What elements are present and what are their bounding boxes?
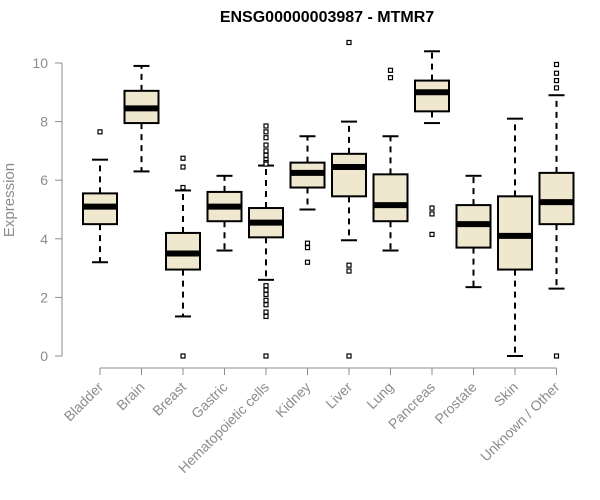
outlier-point bbox=[263, 353, 269, 359]
outlier-point bbox=[263, 291, 269, 298]
iqr-box bbox=[414, 79, 450, 113]
outlier-point bbox=[429, 211, 435, 217]
outlier-point bbox=[346, 353, 352, 359]
outlier-point bbox=[553, 77, 560, 84]
outlier-point bbox=[304, 259, 311, 265]
outlier-point bbox=[553, 61, 560, 68]
iqr-box bbox=[538, 171, 575, 226]
outlier-point bbox=[263, 297, 269, 303]
x-tick-label: Skin bbox=[491, 379, 522, 410]
x-tick-label: Kidney bbox=[272, 379, 314, 421]
outlier-point bbox=[263, 161, 269, 167]
box-gastric bbox=[206, 174, 243, 252]
outlier-point bbox=[263, 129, 269, 135]
boxes-group bbox=[82, 39, 575, 359]
x-tick-label: Liver bbox=[322, 379, 355, 412]
x-tick-label: Lung bbox=[363, 379, 396, 412]
outlier-point bbox=[553, 70, 560, 76]
outlier-point bbox=[346, 268, 352, 274]
y-tick-label: 2 bbox=[40, 289, 48, 305]
outlier-point bbox=[553, 353, 560, 359]
outlier-point bbox=[263, 302, 269, 308]
outlier-point bbox=[263, 148, 269, 154]
outlier-point bbox=[263, 309, 269, 315]
outlier-point bbox=[180, 155, 186, 161]
outlier-point bbox=[553, 85, 560, 91]
outlier-point bbox=[346, 262, 352, 268]
box-prostate bbox=[455, 174, 492, 289]
outlier-point bbox=[263, 142, 269, 148]
outlier-point bbox=[263, 313, 269, 320]
y-axis-title: Expression bbox=[1, 163, 18, 237]
iqr-box bbox=[372, 173, 409, 223]
box-skin bbox=[497, 117, 533, 357]
outlier-point bbox=[429, 231, 435, 238]
outlier-point bbox=[263, 152, 269, 158]
outlier-point bbox=[387, 75, 394, 81]
y-tick-label: 6 bbox=[40, 172, 48, 188]
outlier-point bbox=[346, 39, 352, 46]
box-unknown-other bbox=[538, 61, 575, 359]
box-pancreas bbox=[414, 50, 450, 238]
outlier-point bbox=[263, 123, 269, 129]
box-brain bbox=[123, 64, 160, 173]
x-tick-label: Brain bbox=[113, 379, 147, 413]
outlier-point bbox=[180, 184, 186, 191]
x-tick-label: Prostate bbox=[431, 379, 479, 427]
outlier-point bbox=[97, 129, 103, 135]
x-tick-label: Breast bbox=[149, 379, 189, 419]
x-tick-label: Unknown / Other bbox=[477, 379, 563, 465]
box-breast bbox=[165, 155, 201, 359]
chart-title: ENSG00000003987 - MTMR7 bbox=[220, 9, 434, 26]
box-bladder bbox=[82, 129, 118, 264]
box-kidney bbox=[289, 135, 326, 265]
outlier-point bbox=[429, 205, 435, 211]
y-axis: 0 2 4 6 8 10 bbox=[32, 55, 63, 364]
y-tick-label: 10 bbox=[32, 55, 48, 71]
outlier-point bbox=[263, 283, 269, 289]
y-tick-label: 0 bbox=[40, 348, 48, 364]
outlier-point bbox=[180, 353, 186, 359]
outlier-point bbox=[304, 240, 311, 246]
y-tick-label: 4 bbox=[40, 231, 48, 247]
box-lung bbox=[372, 67, 409, 252]
outlier-point bbox=[180, 164, 186, 170]
iqr-box bbox=[331, 152, 367, 198]
x-tick-label: Bladder bbox=[61, 379, 107, 425]
y-tick-label: 8 bbox=[40, 114, 48, 130]
outlier-point bbox=[263, 135, 269, 141]
outlier-point bbox=[263, 287, 269, 293]
box-liver bbox=[331, 39, 367, 359]
outlier-point bbox=[387, 67, 394, 73]
box-hematopoietic-cells bbox=[248, 123, 284, 359]
outlier-point bbox=[304, 244, 311, 251]
